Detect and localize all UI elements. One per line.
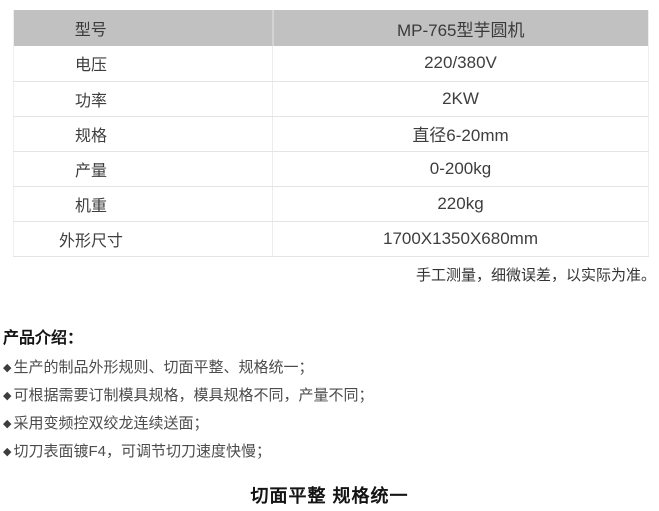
- spec-value-cell: 2KW: [272, 81, 649, 117]
- bullet-text: 采用变频控双绞龙连续送面；: [13, 415, 209, 432]
- diamond-bullet-icon: ◆: [3, 362, 12, 374]
- measurement-disclaimer: 手工测量，细微误差，以实际为准。: [415, 267, 656, 284]
- spec-table: 型号 MP-765型芋圆机 电压 220/380V 功率 2KW 规格 直径6-…: [13, 10, 649, 257]
- spec-header-value: MP-765型芋圆机: [272, 10, 649, 46]
- spec-label-cell: 规格: [13, 116, 273, 152]
- list-item: ◆ 采用变频控双绞龙连续送面；: [3, 410, 373, 438]
- spec-value-cell: 220kg: [272, 186, 649, 222]
- table-row: 规格 直径6-20mm: [13, 116, 649, 152]
- bullet-text: 可根据需要订制模具规格，模具规格不同，产量不同；: [13, 387, 374, 404]
- bullet-text: 生产的制品外形规则、切面平整、规格统一；: [13, 359, 314, 376]
- list-item: ◆ 切刀表面镀F4，可调节切刀速度快慢；: [3, 438, 373, 466]
- table-row: 电压 220/380V: [13, 46, 649, 82]
- product-intro-bullet-list: ◆ 生产的制品外形规则、切面平整、规格统一； ◆ 可根据需要订制模具规格，模具规格不…: [3, 354, 373, 466]
- diamond-bullet-icon: ◆: [3, 418, 12, 430]
- table-row: 外形尺寸 1700X1350X680mm: [13, 221, 649, 257]
- spec-label-cell: 功率: [13, 81, 273, 117]
- spec-table-header-row: 型号 MP-765型芋圆机: [13, 10, 649, 46]
- product-intro-heading: 产品介绍：: [3, 330, 84, 347]
- spec-header-label: 型号: [13, 10, 274, 46]
- table-row: 机重 220kg: [13, 186, 649, 222]
- spec-label-cell: 电压: [13, 46, 273, 82]
- spec-value-cell: 220/380V: [272, 46, 649, 82]
- table-row: 功率 2KW: [13, 81, 649, 117]
- bullet-text: 切刀表面镀F4，可调节切刀速度快慢；: [13, 443, 271, 460]
- diamond-bullet-icon: ◆: [3, 446, 12, 458]
- spec-value-cell: 1700X1350X680mm: [272, 221, 649, 257]
- list-item: ◆ 可根据需要订制模具规格，模具规格不同，产量不同；: [3, 382, 373, 410]
- diamond-bullet-icon: ◆: [3, 390, 12, 402]
- spec-label-cell: 机重: [13, 186, 273, 222]
- footer-title: 切面平整 规格统一: [250, 486, 409, 506]
- list-item: ◆ 生产的制品外形规则、切面平整、规格统一；: [3, 354, 373, 382]
- spec-value-cell: 直径6-20mm: [272, 116, 649, 152]
- spec-label-cell: 外形尺寸: [13, 221, 273, 257]
- table-row: 产量 0-200kg: [13, 151, 649, 187]
- spec-label-cell: 产量: [13, 151, 273, 187]
- spec-value-cell: 0-200kg: [272, 151, 649, 187]
